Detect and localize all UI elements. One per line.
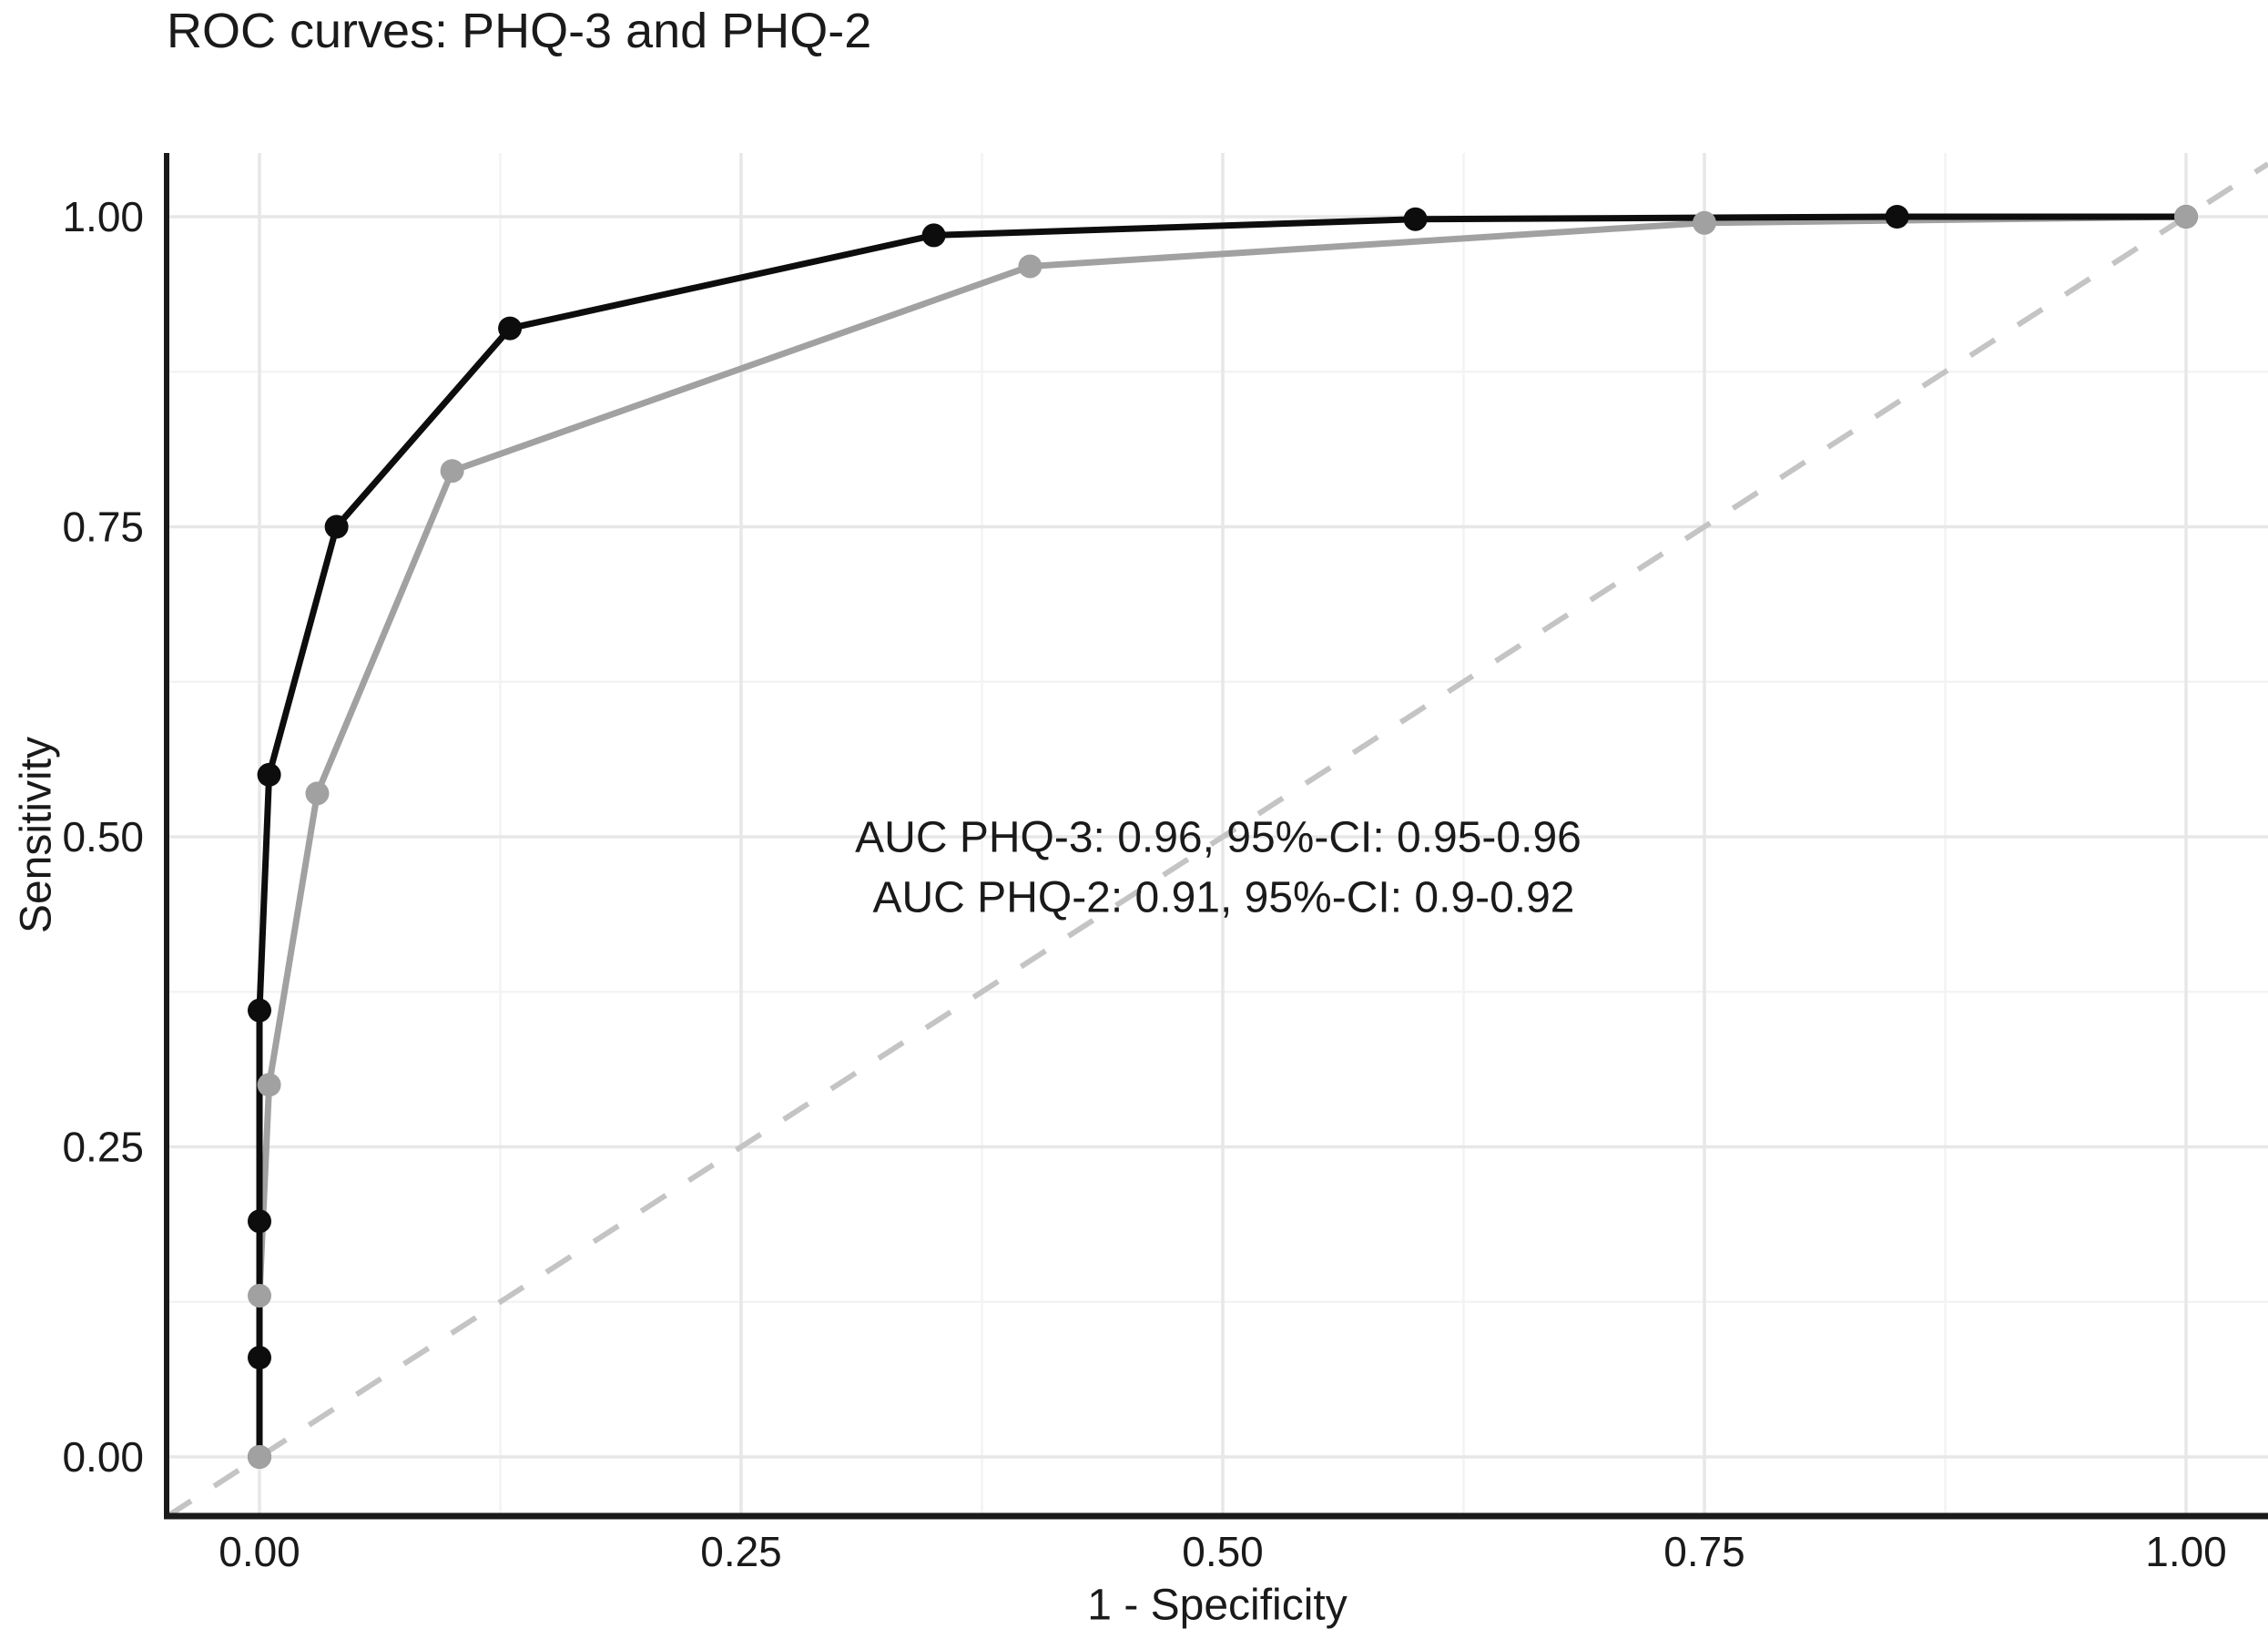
y-tick-label: 1.00 (62, 193, 144, 240)
auc-annotation-phq3: AUC PHQ-3: 0.96, 95%-CI: 0.95-0.96 (855, 814, 1581, 862)
gridlines (167, 153, 2268, 1516)
x-axis-label: 1 - Specificity (1087, 1582, 1347, 1630)
axis-lines (164, 153, 2268, 1520)
x-tick-label: 1.00 (2145, 1528, 2227, 1575)
x-tick-label: 0.00 (219, 1528, 300, 1575)
y-axis-label: Sensitivity (13, 737, 61, 933)
chart-title: ROC curves: PHQ-3 and PHQ-2 (167, 4, 871, 58)
roc-curves (248, 205, 2198, 1469)
x-tick-label: 0.75 (1663, 1528, 1745, 1575)
auc-annotation-phq2: AUC PHQ-2: 0.91, 95%-CI: 0.9-0.92 (873, 874, 1575, 922)
y-tick-label: 0.25 (62, 1124, 144, 1171)
x-tick-label: 0.50 (1182, 1528, 1264, 1575)
y-tick-label: 0.50 (62, 813, 144, 860)
diagonal-reference-line (165, 161, 2268, 1520)
x-tick-label: 0.25 (700, 1528, 782, 1575)
y-tick-label: 0.75 (62, 504, 144, 551)
tick-labels: 0.00 0.25 0.50 0.75 1.00 0.00 0.25 0.50 0.75 1.00 (62, 193, 2226, 1575)
y-tick-label: 0.00 (62, 1433, 144, 1481)
